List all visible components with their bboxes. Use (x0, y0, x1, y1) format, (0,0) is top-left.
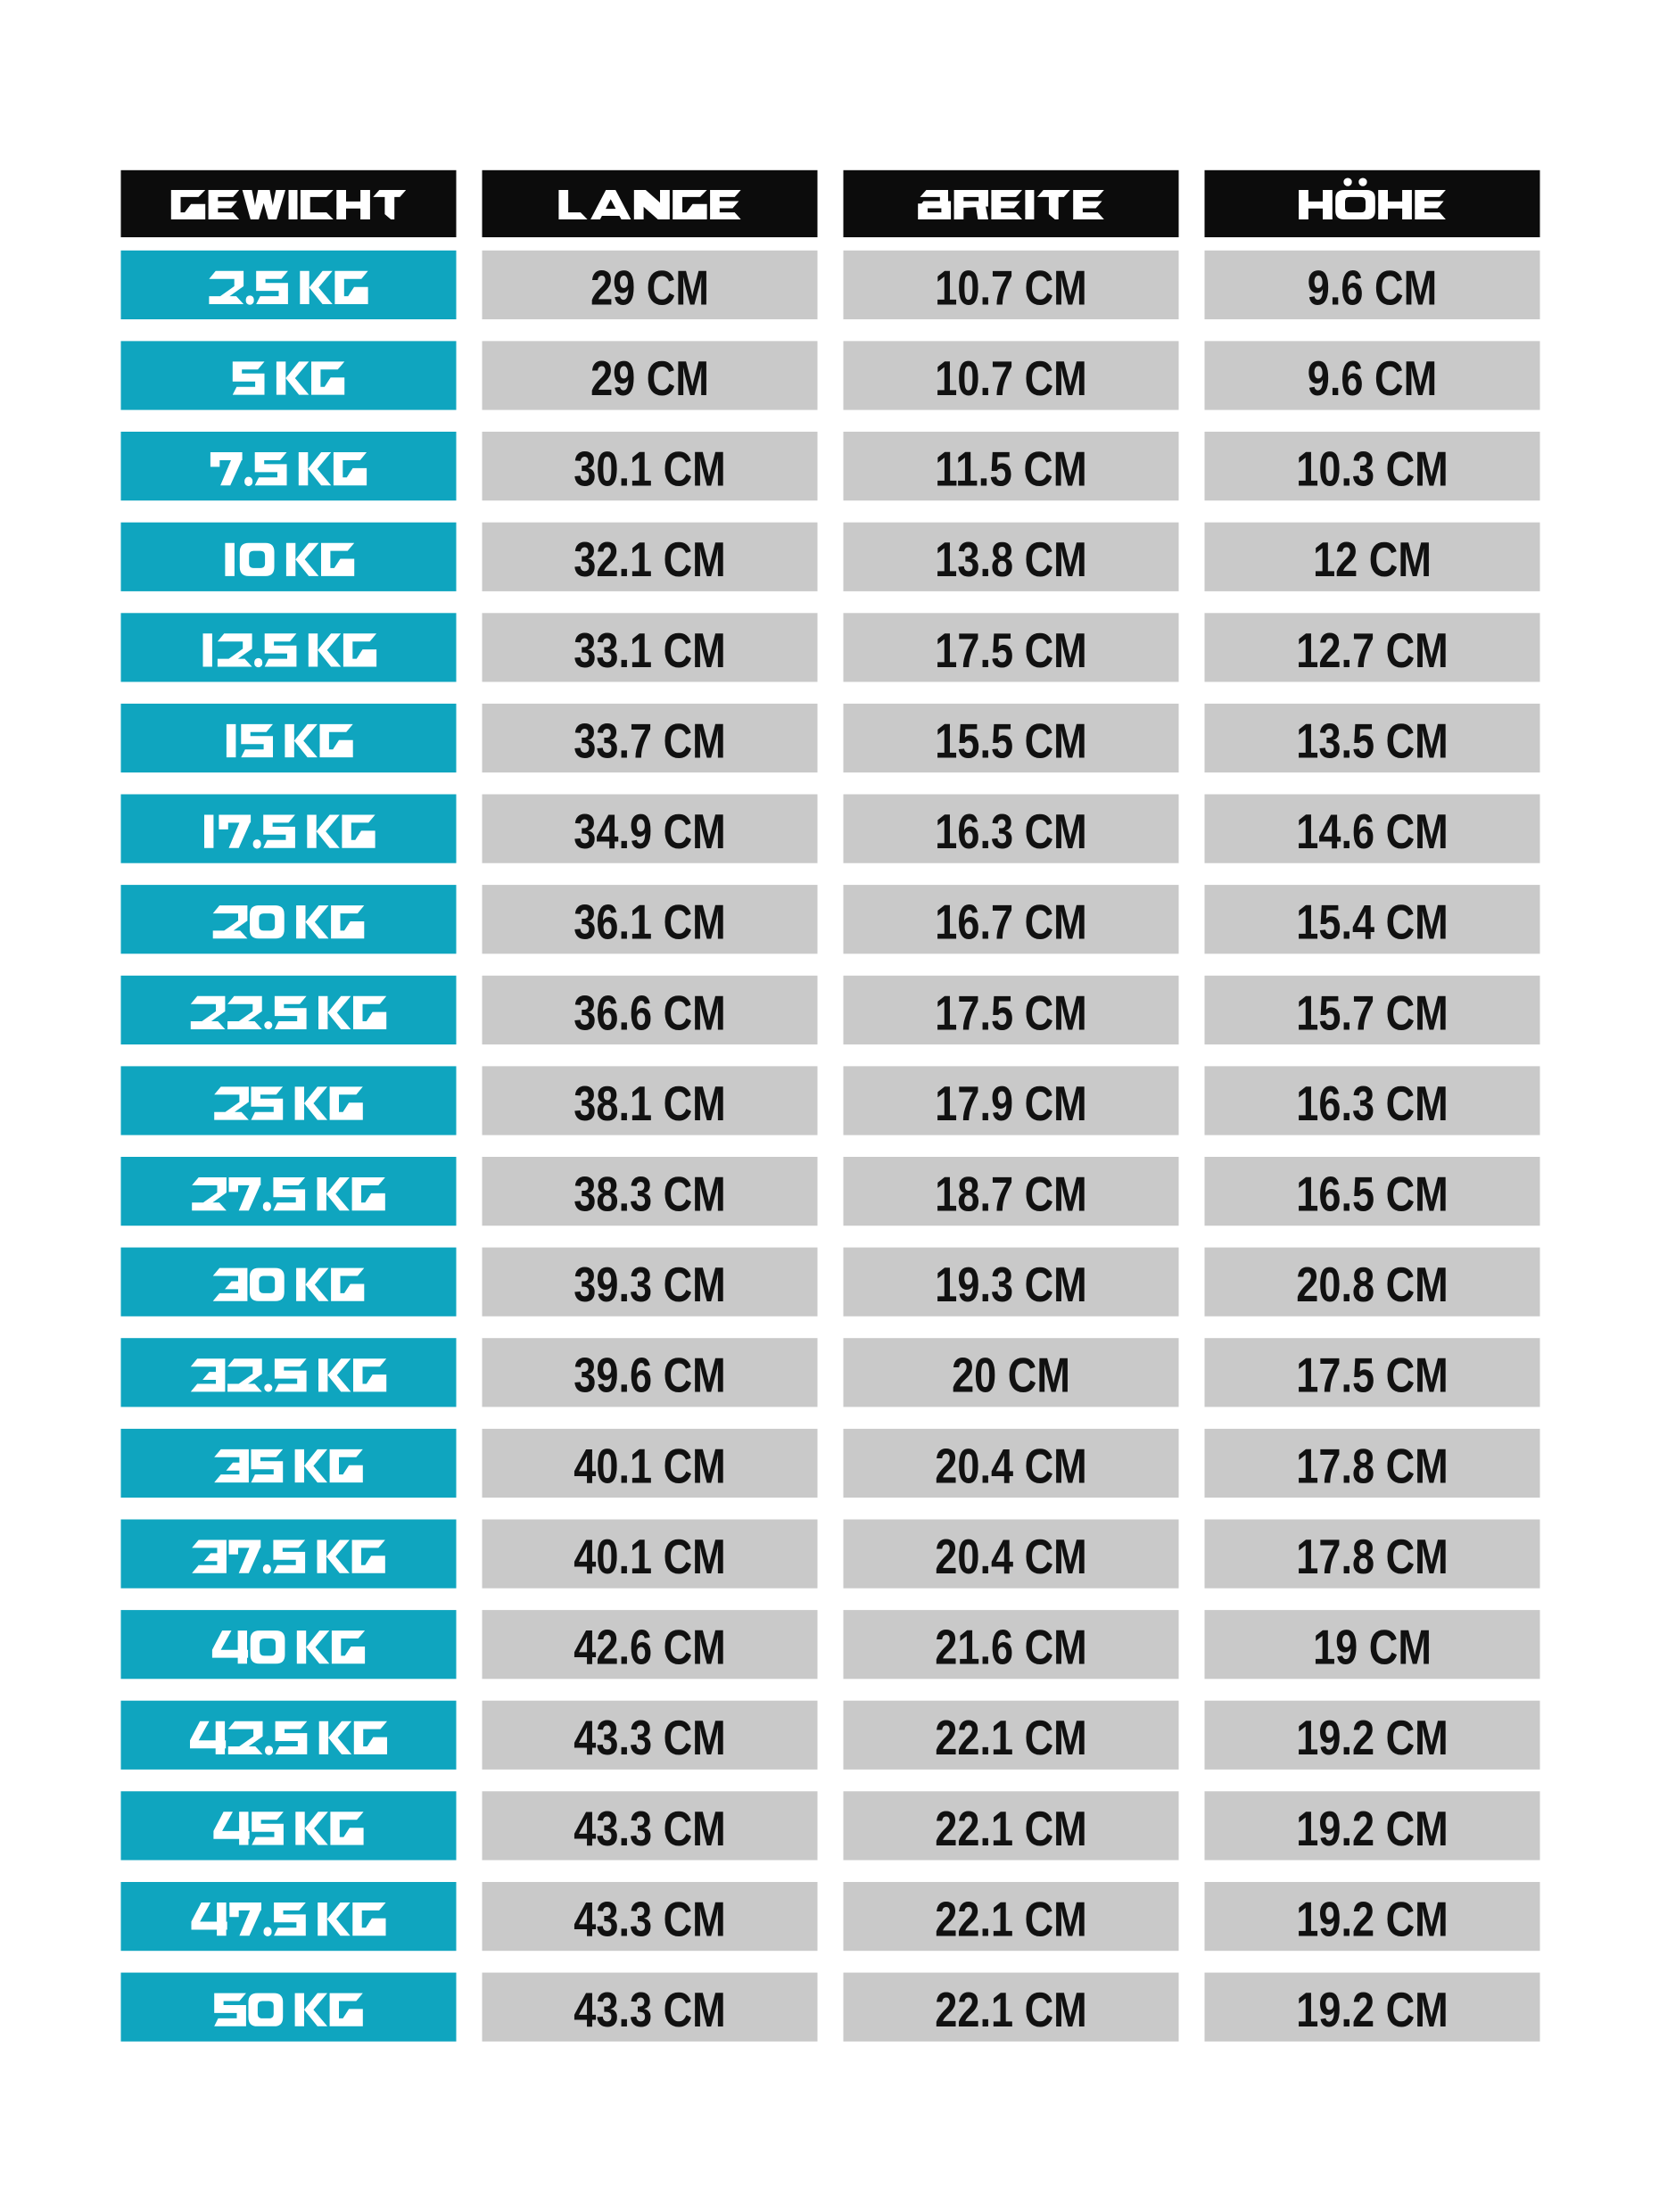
svg-text:20.4 CM: 20.4 CM (935, 1529, 1086, 1584)
svg-text:43.3 CM: 43.3 CM (574, 1892, 725, 1947)
svg-text:12 CM: 12 CM (1313, 532, 1432, 587)
svg-text:19.2 CM: 19.2 CM (1296, 1710, 1448, 1765)
svg-text:22.1 CM: 22.1 CM (935, 1801, 1086, 1856)
svg-text:17.8 CM: 17.8 CM (1296, 1529, 1448, 1584)
svg-text:29 CM: 29 CM (590, 351, 709, 406)
svg-text:13.5 CM: 13.5 CM (1296, 713, 1448, 768)
svg-text:34.9 CM: 34.9 CM (574, 804, 725, 859)
svg-text:39.3 CM: 39.3 CM (574, 1257, 725, 1312)
svg-text:13.8 CM: 13.8 CM (935, 532, 1086, 587)
svg-text:36.1 CM: 36.1 CM (574, 895, 725, 950)
svg-text:22.1 CM: 22.1 CM (935, 1892, 1086, 1947)
svg-text:15.7 CM: 15.7 CM (1296, 985, 1448, 1040)
svg-text:17.9 CM: 17.9 CM (935, 1076, 1086, 1131)
svg-text:15.5 CM: 15.5 CM (935, 713, 1086, 768)
svg-text:14.6 CM: 14.6 CM (1296, 804, 1448, 859)
svg-text:12.7 CM: 12.7 CM (1296, 623, 1448, 678)
svg-text:22.1 CM: 22.1 CM (935, 1710, 1086, 1765)
svg-text:16.3 CM: 16.3 CM (935, 804, 1086, 859)
svg-text:40.1 CM: 40.1 CM (574, 1438, 725, 1493)
svg-text:43.3 CM: 43.3 CM (574, 1801, 725, 1856)
svg-text:36.6 CM: 36.6 CM (574, 985, 725, 1040)
svg-text:19.2 CM: 19.2 CM (1296, 1982, 1448, 2037)
svg-text:22.1 CM: 22.1 CM (935, 1982, 1086, 2037)
svg-text:17.5 CM: 17.5 CM (935, 985, 1086, 1040)
svg-text:10.7 CM: 10.7 CM (935, 351, 1086, 406)
svg-text:11.5 CM: 11.5 CM (935, 442, 1086, 497)
svg-text:19 CM: 19 CM (1313, 1620, 1432, 1675)
svg-text:19.3 CM: 19.3 CM (935, 1257, 1086, 1312)
svg-text:10.7 CM: 10.7 CM (935, 260, 1086, 315)
svg-text:43.3 CM: 43.3 CM (574, 1982, 725, 2037)
svg-text:20.4 CM: 20.4 CM (935, 1438, 1086, 1493)
svg-text:42.6 CM: 42.6 CM (574, 1620, 725, 1675)
svg-text:16.5 CM: 16.5 CM (1296, 1167, 1448, 1222)
svg-text:33.7 CM: 33.7 CM (574, 713, 725, 768)
svg-text:20 CM: 20 CM (952, 1348, 1070, 1403)
svg-text:19.2 CM: 19.2 CM (1296, 1892, 1448, 1947)
svg-text:17.8 CM: 17.8 CM (1296, 1438, 1448, 1493)
svg-text:18.7 CM: 18.7 CM (935, 1167, 1086, 1222)
svg-text:33.1 CM: 33.1 CM (574, 623, 725, 678)
svg-text:20.8 CM: 20.8 CM (1296, 1257, 1448, 1312)
svg-text:39.6 CM: 39.6 CM (574, 1348, 725, 1403)
svg-text:43.3 CM: 43.3 CM (574, 1710, 725, 1765)
svg-text:19.2 CM: 19.2 CM (1296, 1801, 1448, 1856)
svg-text:38.3 CM: 38.3 CM (574, 1167, 725, 1222)
svg-text:16.7 CM: 16.7 CM (935, 895, 1086, 950)
svg-text:15.4 CM: 15.4 CM (1296, 895, 1448, 950)
svg-text:17.5 CM: 17.5 CM (1296, 1348, 1448, 1403)
svg-text:9.6 CM: 9.6 CM (1308, 351, 1437, 406)
svg-text:29 CM: 29 CM (590, 260, 709, 315)
svg-text:16.3 CM: 16.3 CM (1296, 1076, 1448, 1131)
svg-text:17.5 CM: 17.5 CM (935, 623, 1086, 678)
svg-text:9.6 CM: 9.6 CM (1308, 260, 1437, 315)
svg-text:21.6 CM: 21.6 CM (935, 1620, 1086, 1675)
svg-text:32.1 CM: 32.1 CM (574, 532, 725, 587)
svg-text:40.1 CM: 40.1 CM (574, 1529, 725, 1584)
svg-text:10.3 CM: 10.3 CM (1296, 442, 1448, 497)
svg-text:30.1 CM: 30.1 CM (574, 442, 725, 497)
svg-text:38.1 CM: 38.1 CM (574, 1076, 725, 1131)
